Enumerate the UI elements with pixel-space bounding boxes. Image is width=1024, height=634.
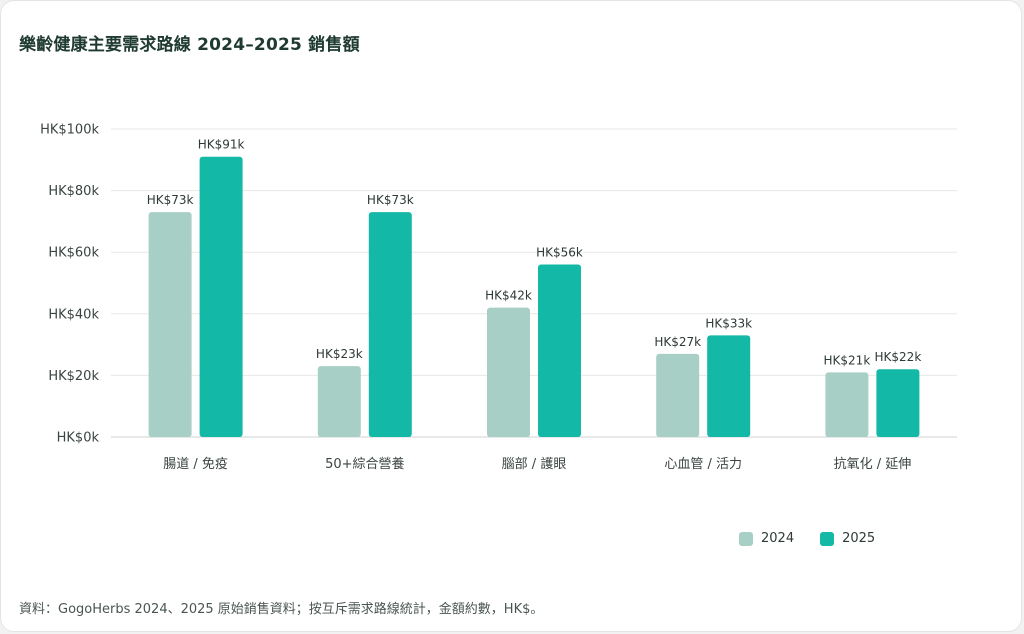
legend-label-2025: 2025 [842,531,876,546]
bar-2025-0 [199,156,243,437]
bar-2024-2 [487,307,530,437]
bar-2024-1 [317,366,361,437]
bar-2025-2 [538,264,581,437]
y-tick-label: HK$100k [40,123,99,138]
x-tick-label: 抗氧化 / 延伸 [834,457,912,472]
legend-swatch-2025 [820,531,835,546]
bar-2024-4 [825,372,869,437]
y-tick-label: HK$60k [48,246,99,261]
data-label: HK$21k [824,353,871,367]
legend: 2024 2025 [739,531,901,546]
source-footnote: 資料：GogoHerbs 2024、2025 原始銷售資料；按互斥需求路線統計，… [19,602,544,617]
data-label: HK$22k [875,350,922,364]
data-label: HK$73k [147,193,194,207]
bar-2024-3 [656,353,700,437]
chart-title: 樂齡健康主要需求路線 2024–2025 銷售額 [19,35,360,55]
y-tick-label: HK$20k [48,369,99,384]
x-tick-label: 腸道 / 免疫 [163,456,228,472]
data-label: HK$33k [705,316,752,330]
bar-2025-4 [876,369,920,437]
y-tick-label: HK$80k [48,184,99,199]
y-tick-label: HK$40k [48,307,99,322]
legend-item-2024[interactable]: 2024 [739,531,794,546]
data-label: HK$73k [367,193,414,207]
legend-label-2024: 2024 [761,531,795,546]
bar-2025-3 [707,335,751,437]
bar-2025-1 [368,212,412,437]
legend-swatch-2024 [739,531,753,546]
x-tick-label: 50+綜合營養 [325,456,404,472]
x-tick-label: 心血管 / 活力 [664,457,742,472]
data-label: HK$23k [316,347,363,361]
y-tick-label: HK$0k [57,431,100,446]
data-label: HK$56k [536,246,583,260]
legend-item-2025[interactable]: 2025 [820,531,875,546]
x-tick-label: 腦部 / 護眼 [502,456,567,472]
bar-2024-0 [148,212,192,437]
data-label: HK$27k [654,335,701,349]
data-label: HK$91k [198,138,245,152]
data-label: HK$42k [485,289,532,303]
